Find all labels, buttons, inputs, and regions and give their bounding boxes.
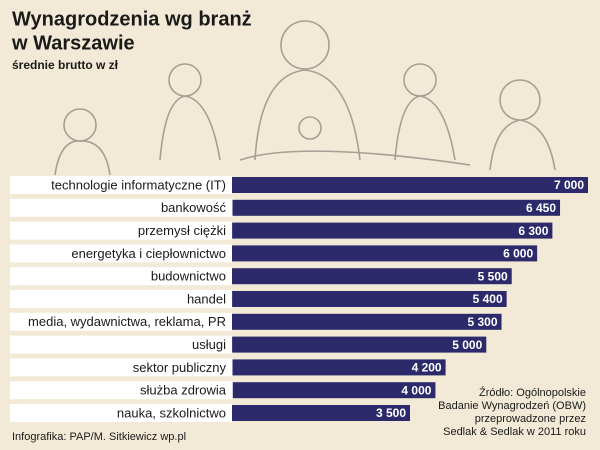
label-background xyxy=(10,381,233,400)
chart-title: w Warszawie xyxy=(11,32,135,54)
label-background xyxy=(10,221,233,240)
label-background xyxy=(10,404,232,422)
label-background xyxy=(10,198,233,217)
category-label: energetyka i ciepłownictwo xyxy=(71,246,226,261)
bar xyxy=(232,268,512,285)
value-label: 7 000 xyxy=(554,178,584,192)
bar xyxy=(232,177,588,193)
value-label: 5 300 xyxy=(468,315,498,329)
category-label: budownictwo xyxy=(151,269,226,284)
category-label: służba zdrowia xyxy=(140,383,227,398)
bar xyxy=(232,405,410,421)
label-background xyxy=(10,312,232,331)
bar xyxy=(232,222,553,239)
category-label: usługi xyxy=(192,337,226,352)
label-background xyxy=(10,358,233,377)
subtitle: średnie brutto w zł xyxy=(12,58,119,72)
category-label: przemysł ciężki xyxy=(138,223,226,238)
label-background xyxy=(10,290,233,308)
category-label: handel xyxy=(187,291,226,306)
category-label: media, wydawnictwa, reklama, PR xyxy=(28,314,226,329)
value-label: 3 500 xyxy=(376,406,406,420)
value-label: 5 500 xyxy=(478,269,508,283)
bar xyxy=(232,313,502,330)
bar xyxy=(232,382,436,399)
credit: Infografika: PAP/M. Sitkiewicz wp.pl xyxy=(12,431,186,443)
bar xyxy=(232,199,561,216)
source: Sedlak & Sedlak w 2011 roku xyxy=(443,426,586,438)
source: Źródło: Ogólnopolskie xyxy=(479,386,586,399)
value-label: 4 200 xyxy=(412,361,442,375)
value-label: 4 000 xyxy=(401,383,431,397)
category-label: nauka, szkolnictwo xyxy=(117,405,226,420)
label-background xyxy=(10,176,232,194)
value-label: 5 400 xyxy=(473,292,503,306)
source: Badanie Wynagrodzeń (OBW) xyxy=(438,400,586,412)
illustration xyxy=(54,20,556,176)
bar xyxy=(232,336,487,353)
category-label: technologie informatyczne (IT) xyxy=(51,177,226,192)
value-label: 6 000 xyxy=(503,247,533,261)
label-background xyxy=(10,335,233,354)
bar xyxy=(232,291,507,307)
bar xyxy=(232,359,446,376)
category-label: bankowość xyxy=(161,200,227,215)
chart-title: Wynagrodzenia wg branż xyxy=(12,8,252,30)
bar xyxy=(232,245,538,262)
label-background xyxy=(10,267,232,286)
source: przeprowadzone przez xyxy=(475,413,586,425)
value-label: 6 450 xyxy=(526,201,556,215)
label-background xyxy=(10,244,232,263)
value-label: 6 300 xyxy=(518,224,548,238)
value-label: 5 000 xyxy=(452,338,482,352)
category-label: sektor publiczny xyxy=(133,360,227,375)
